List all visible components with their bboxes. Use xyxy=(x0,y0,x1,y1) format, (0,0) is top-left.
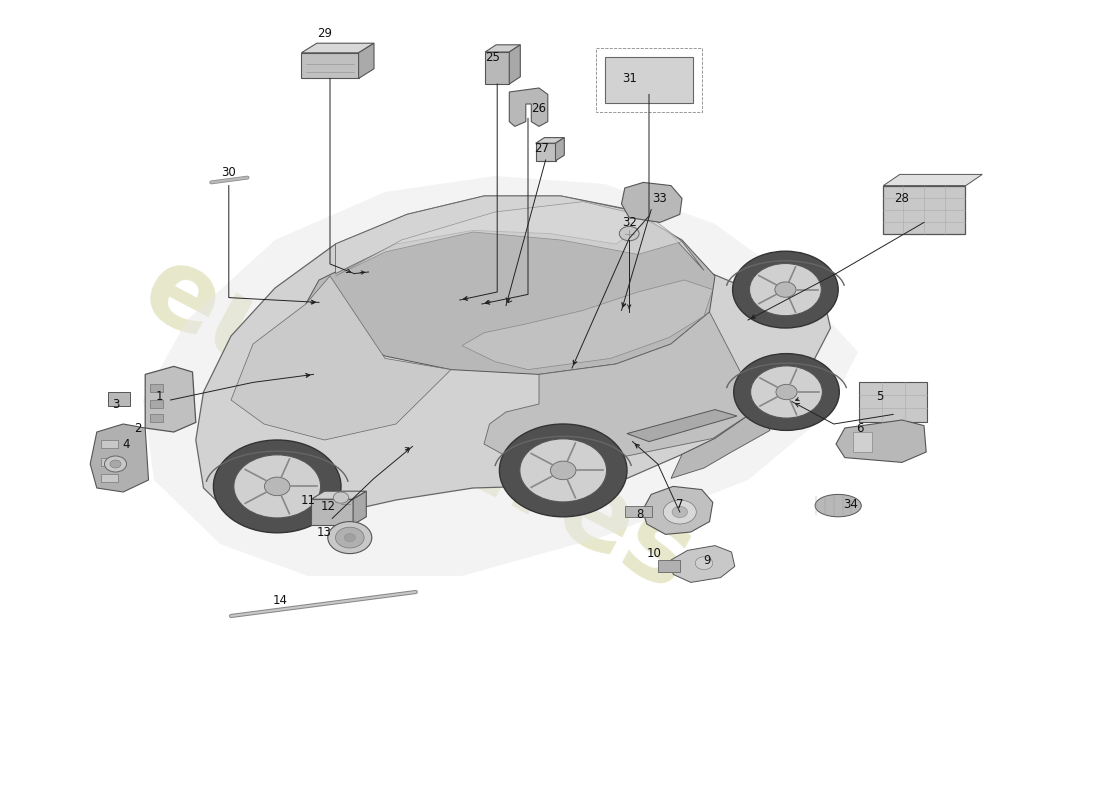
Polygon shape xyxy=(90,424,148,492)
Polygon shape xyxy=(301,53,359,78)
Text: 30: 30 xyxy=(221,166,236,178)
Polygon shape xyxy=(621,182,682,222)
Text: 5: 5 xyxy=(877,390,883,402)
Text: 32: 32 xyxy=(621,216,637,229)
Bar xyxy=(101,440,118,448)
Bar xyxy=(605,57,693,103)
Text: 25: 25 xyxy=(485,51,501,64)
Circle shape xyxy=(110,460,121,468)
Circle shape xyxy=(264,477,290,496)
Polygon shape xyxy=(462,280,713,370)
Text: 8: 8 xyxy=(637,508,644,521)
Circle shape xyxy=(213,440,341,533)
Polygon shape xyxy=(536,143,556,161)
Circle shape xyxy=(499,424,627,517)
Bar xyxy=(882,186,966,234)
Polygon shape xyxy=(231,276,451,440)
Circle shape xyxy=(328,522,372,554)
Text: 33: 33 xyxy=(652,192,668,205)
Polygon shape xyxy=(311,499,353,525)
Circle shape xyxy=(733,251,838,328)
Polygon shape xyxy=(671,408,770,478)
Bar xyxy=(150,400,163,408)
Text: 1: 1 xyxy=(156,390,163,402)
Text: 31: 31 xyxy=(621,72,637,85)
Bar xyxy=(625,506,652,517)
Polygon shape xyxy=(485,52,509,84)
Text: 4: 4 xyxy=(123,438,130,450)
Circle shape xyxy=(776,384,798,400)
Polygon shape xyxy=(336,196,704,274)
Text: 9: 9 xyxy=(704,554,711,566)
Circle shape xyxy=(750,366,823,418)
Polygon shape xyxy=(883,174,982,186)
Circle shape xyxy=(619,226,639,241)
Polygon shape xyxy=(536,138,564,143)
Bar xyxy=(852,432,872,452)
Circle shape xyxy=(749,263,822,316)
Text: 14: 14 xyxy=(273,594,288,606)
Bar xyxy=(101,474,118,482)
Text: 7: 7 xyxy=(676,498,683,510)
Bar xyxy=(108,392,130,406)
Polygon shape xyxy=(509,45,520,84)
Circle shape xyxy=(672,506,688,518)
Bar xyxy=(658,560,680,572)
Polygon shape xyxy=(836,420,926,462)
Circle shape xyxy=(663,500,696,524)
Polygon shape xyxy=(509,88,548,126)
Circle shape xyxy=(734,354,839,430)
Circle shape xyxy=(104,456,126,472)
Bar xyxy=(150,384,163,392)
Polygon shape xyxy=(311,491,366,499)
Polygon shape xyxy=(306,198,715,374)
Text: 2: 2 xyxy=(134,422,141,434)
Polygon shape xyxy=(145,366,196,432)
Circle shape xyxy=(550,461,576,480)
Polygon shape xyxy=(642,486,713,534)
Text: 27: 27 xyxy=(534,142,549,154)
Text: 10: 10 xyxy=(647,547,662,560)
Text: 29: 29 xyxy=(317,27,332,40)
Polygon shape xyxy=(336,202,682,276)
Polygon shape xyxy=(627,410,737,442)
Text: 12: 12 xyxy=(320,500,336,513)
Circle shape xyxy=(695,557,713,570)
Circle shape xyxy=(774,282,796,298)
Text: 3: 3 xyxy=(112,398,119,410)
Text: 6: 6 xyxy=(857,422,864,434)
Circle shape xyxy=(520,439,606,502)
Circle shape xyxy=(336,527,364,548)
Polygon shape xyxy=(353,491,366,525)
Bar xyxy=(150,414,163,422)
Circle shape xyxy=(234,455,320,518)
Bar xyxy=(859,382,927,422)
Text: a passion for parts since 1985: a passion for parts since 1985 xyxy=(350,229,750,411)
Text: 26: 26 xyxy=(531,102,547,114)
Text: 11: 11 xyxy=(300,494,316,506)
Polygon shape xyxy=(143,176,858,576)
Polygon shape xyxy=(359,43,374,78)
Bar xyxy=(101,458,118,466)
Polygon shape xyxy=(196,196,830,528)
Circle shape xyxy=(344,534,355,542)
Text: 28: 28 xyxy=(894,192,910,205)
Polygon shape xyxy=(484,312,759,464)
Text: 34: 34 xyxy=(843,498,858,510)
Bar xyxy=(596,48,702,112)
Polygon shape xyxy=(671,546,735,582)
Polygon shape xyxy=(301,43,374,53)
Polygon shape xyxy=(556,138,564,161)
Circle shape xyxy=(333,492,349,503)
Text: 13: 13 xyxy=(317,526,332,538)
Text: eurocares: eurocares xyxy=(125,234,711,614)
Polygon shape xyxy=(485,45,520,52)
Ellipse shape xyxy=(815,494,861,517)
